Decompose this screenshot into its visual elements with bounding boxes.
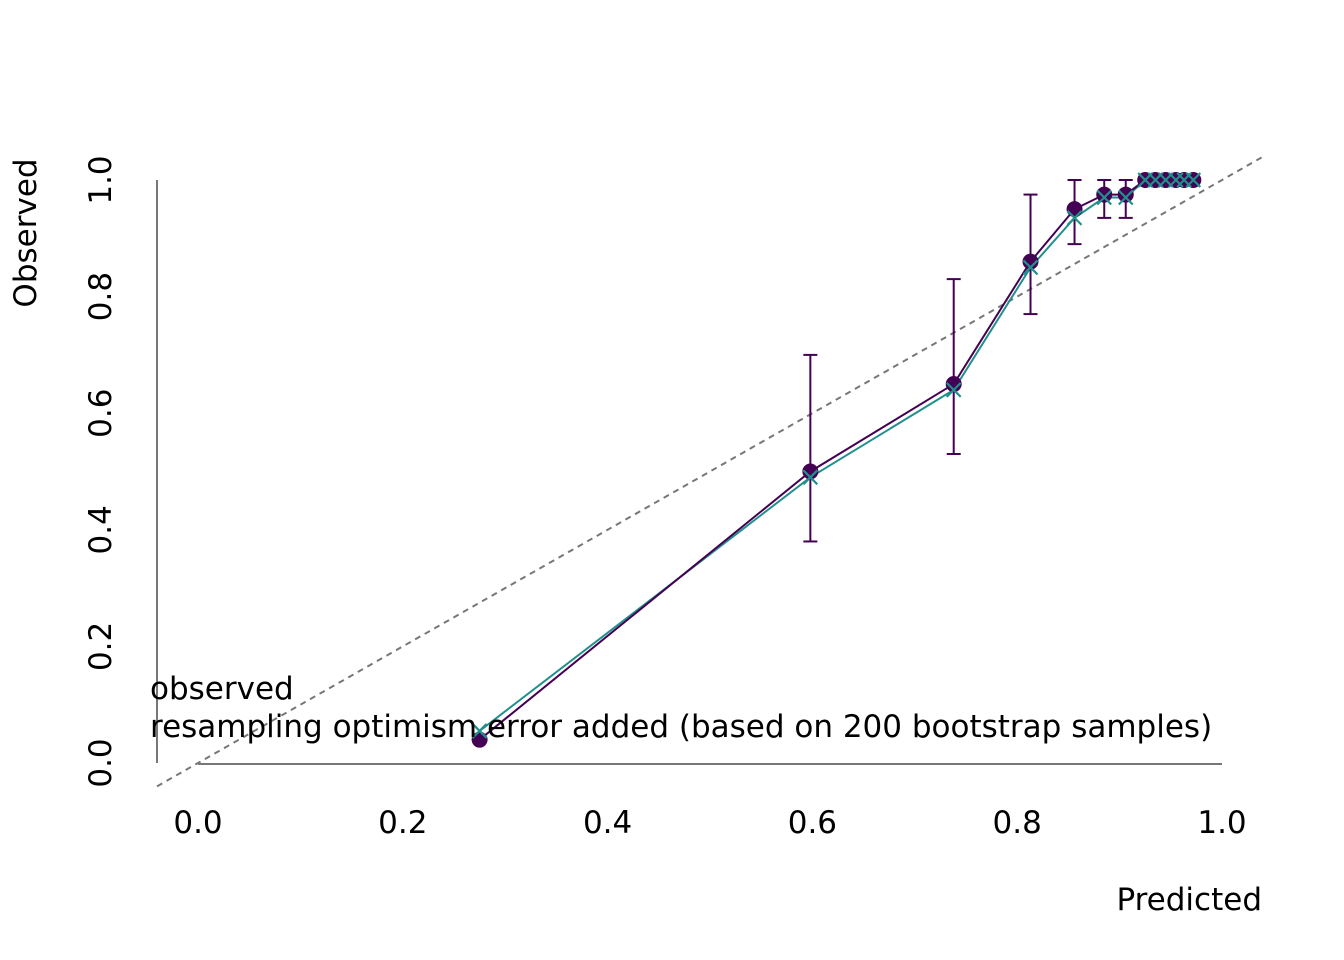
- resampling-point: [1185, 172, 1202, 188]
- series-line-observed: [478, 179, 1194, 741]
- observed-point: [1096, 186, 1113, 203]
- y-tick-label: 0.2: [83, 622, 119, 671]
- reference-diagonal-line: [156, 155, 1264, 788]
- x-tick-label: 0.4: [583, 805, 632, 841]
- x-tick-label: 1.0: [1197, 805, 1246, 841]
- x-tick-label: 0.0: [173, 805, 222, 841]
- resampling-point: [1022, 259, 1039, 276]
- observed-point: [945, 376, 962, 393]
- resampling-point-stroke: [945, 382, 962, 398]
- resampling-point-stroke: [1022, 259, 1039, 276]
- resampling-point: [802, 469, 819, 486]
- y-tick-label: 0.4: [83, 505, 119, 554]
- resampling-point: [945, 382, 962, 398]
- reference-layer: [156, 155, 1264, 788]
- legend: observed resampling optimism error added…: [150, 671, 1212, 745]
- y-axis-title: Observed: [8, 158, 44, 307]
- axes-layer: 0.0 0.2 0.4 0.6 0.8 1.0 0.0 0.2 0.4 0.6 0.8 1.0: [83, 155, 1247, 841]
- resampling-point-stroke: [1117, 189, 1134, 206]
- resampling-point: [1117, 189, 1134, 206]
- legend-entry-resampling: resampling optimism error added (based o…: [150, 709, 1212, 745]
- resampling-point-stroke: [1066, 210, 1083, 226]
- y-tick-label: 1.0: [83, 155, 119, 204]
- resampling-point: [471, 723, 488, 739]
- series-layer: [471, 172, 1202, 748]
- x-tick-label: 0.2: [378, 805, 427, 841]
- resampling-point-stroke: [802, 469, 819, 486]
- y-tick-label: 0.6: [83, 389, 119, 438]
- resampling-point-stroke: [1185, 172, 1202, 188]
- observed-point: [1117, 186, 1134, 203]
- y-tick-label: 0.0: [83, 738, 119, 787]
- x-tick-label: 0.6: [788, 805, 837, 841]
- y-tick-label: 0.8: [83, 272, 119, 321]
- x-axis-title: Predicted: [1116, 882, 1262, 918]
- resampling-point: [1096, 189, 1113, 206]
- observed-point: [1066, 201, 1083, 218]
- observed-point: [802, 463, 819, 480]
- observed-point: [1022, 253, 1039, 270]
- resampling-point: [1066, 210, 1083, 226]
- resampling-point-stroke: [1096, 189, 1113, 206]
- legend-entry-observed: observed: [150, 671, 294, 707]
- resampling-point-stroke: [471, 723, 488, 739]
- x-tick-label: 0.8: [993, 805, 1042, 841]
